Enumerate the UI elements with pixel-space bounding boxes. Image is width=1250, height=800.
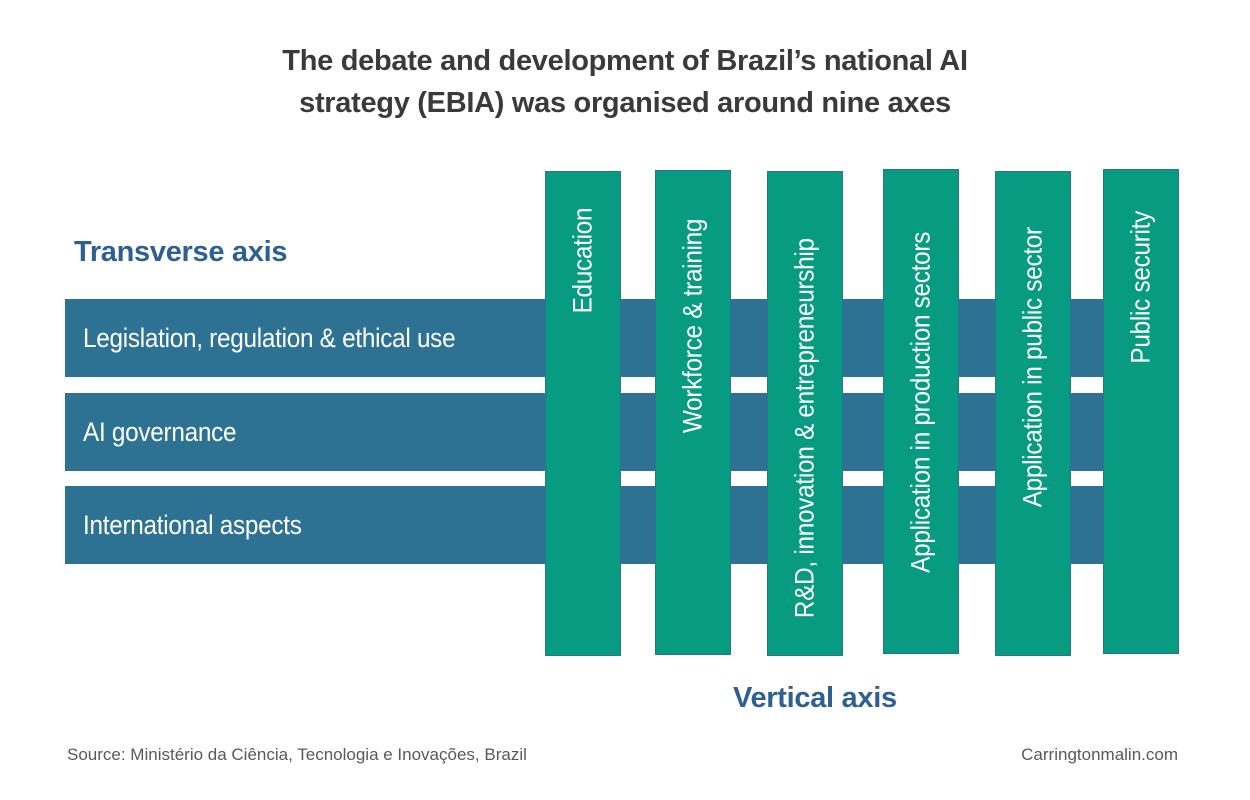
vertical-column-public-sector: Application in public sector xyxy=(995,171,1071,656)
vertical-axis-heading: Vertical axis xyxy=(733,682,897,714)
vertical-column-label: Workforce & training xyxy=(677,218,708,434)
vertical-column-label: Application in production sectors xyxy=(905,231,936,573)
transverse-bar-label: Legislation, regulation & ethical use xyxy=(83,323,456,353)
page-title: The debate and development of Brazil’s n… xyxy=(0,40,1250,124)
transverse-bar-label: International aspects xyxy=(83,510,302,540)
source-note: Source: Ministério da Ciência, Tecnologi… xyxy=(67,745,527,764)
vertical-column-workforce: Workforce & training xyxy=(655,170,731,655)
vertical-column-production-sectors: Application in production sectors xyxy=(883,169,959,654)
vertical-column-education: Education xyxy=(545,171,621,656)
vertical-column-rnd: R&D, innovation & entrepreneurship xyxy=(767,171,843,656)
vertical-column-label: Public security xyxy=(1125,210,1156,364)
vertical-column-label: Education xyxy=(567,207,598,314)
transverse-axis-heading: Transverse axis xyxy=(74,236,288,268)
title-line-1: The debate and development of Brazil’s n… xyxy=(282,45,968,77)
credit-link[interactable]: Carringtonmalin.com xyxy=(1021,745,1178,764)
transverse-bar-label: AI governance xyxy=(83,417,237,447)
vertical-column-public-security: Public security xyxy=(1103,169,1179,654)
vertical-column-label: Application in public sector xyxy=(1017,227,1048,508)
vertical-column-label: R&D, innovation & entrepreneurship xyxy=(789,238,820,619)
title-line-2: strategy (EBIA) was organised around nin… xyxy=(299,87,951,119)
